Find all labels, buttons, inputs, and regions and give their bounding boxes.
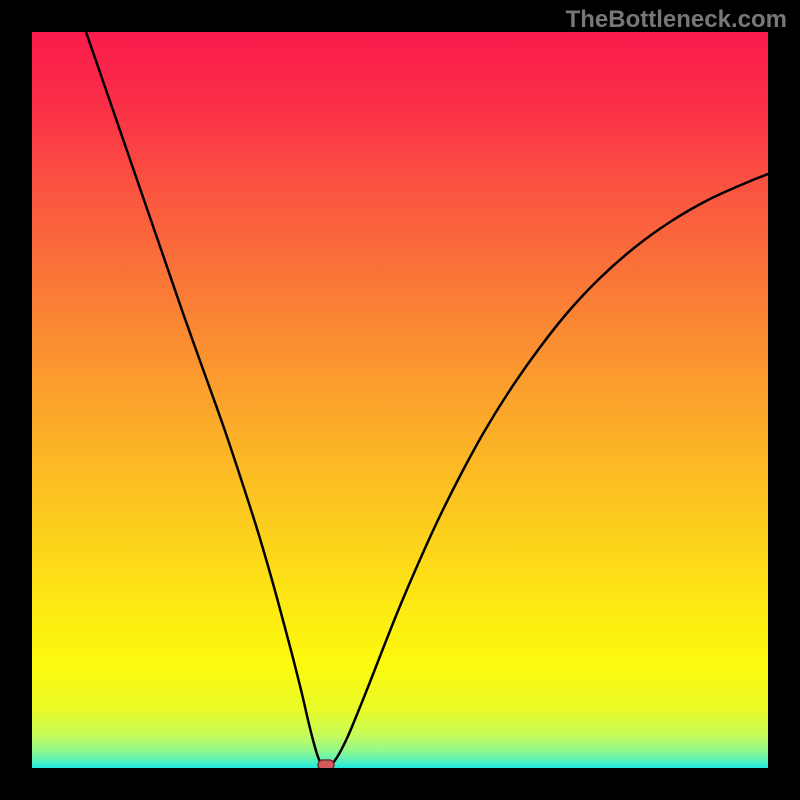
bottleneck-chart	[0, 0, 800, 800]
watermark-text: TheBottleneck.com	[566, 6, 787, 34]
plot-area	[32, 32, 768, 770]
gradient-background	[32, 32, 768, 768]
